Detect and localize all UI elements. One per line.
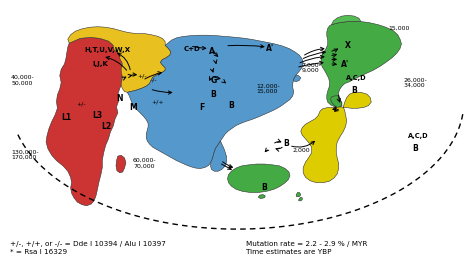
Polygon shape <box>299 197 302 201</box>
Polygon shape <box>321 21 401 108</box>
Polygon shape <box>68 27 171 92</box>
Text: 130,000-
170,000: 130,000- 170,000 <box>11 150 39 160</box>
Polygon shape <box>258 195 265 199</box>
Text: +/-, +/+, or -/- = Dde I 10394 / Alu I 10397
* = Rsa I 16329: +/-, +/+, or -/- = Dde I 10394 / Alu I 1… <box>10 241 166 254</box>
Text: B: B <box>351 86 357 95</box>
Text: -/-: -/- <box>151 78 158 83</box>
Text: N: N <box>117 94 123 103</box>
Text: G: G <box>211 76 217 85</box>
Text: 40,000-
50,000: 40,000- 50,000 <box>11 75 35 86</box>
Text: +/-: +/- <box>76 102 86 107</box>
Text: A,C,D: A,C,D <box>408 133 428 139</box>
Text: B: B <box>210 90 216 99</box>
Polygon shape <box>331 15 361 25</box>
Text: Mutation rate = 2.2 - 2.9 % / MYR
Time estimates are YBP: Mutation rate = 2.2 - 2.9 % / MYR Time e… <box>246 241 368 254</box>
Text: B: B <box>412 144 418 154</box>
Text: B: B <box>228 101 234 110</box>
Polygon shape <box>116 155 126 173</box>
Polygon shape <box>301 92 371 183</box>
Text: A: A <box>209 47 215 56</box>
Text: B: B <box>283 139 289 148</box>
Polygon shape <box>46 37 125 206</box>
Text: M: M <box>129 103 137 112</box>
Text: A,C,D: A,C,D <box>346 75 366 81</box>
Polygon shape <box>128 35 303 168</box>
Text: A': A' <box>341 60 349 69</box>
Text: +/-: +/- <box>138 73 147 78</box>
Text: A': A' <box>266 44 274 53</box>
Text: X: X <box>345 41 351 50</box>
Text: L3: L3 <box>92 111 102 120</box>
Text: 15,000: 15,000 <box>388 26 410 31</box>
Polygon shape <box>228 164 290 193</box>
Text: 2,000: 2,000 <box>293 148 310 153</box>
Polygon shape <box>330 96 342 108</box>
Polygon shape <box>210 141 227 171</box>
Text: B: B <box>262 183 267 193</box>
Text: I,J,K: I,J,K <box>92 61 108 67</box>
Text: 26,000-
34,000: 26,000- 34,000 <box>403 77 427 88</box>
Text: L2: L2 <box>101 121 111 131</box>
Text: 7,000-
9,000: 7,000- 9,000 <box>301 62 321 73</box>
Text: H,T,U,V,W,X: H,T,U,V,W,X <box>85 47 131 53</box>
Text: C+D: C+D <box>184 45 201 52</box>
Text: F: F <box>199 103 204 112</box>
Text: L1: L1 <box>61 113 71 122</box>
Text: 60,000-
70,000: 60,000- 70,000 <box>133 158 156 168</box>
Text: 12,000-
15,000: 12,000- 15,000 <box>256 84 280 94</box>
Polygon shape <box>296 193 301 197</box>
Polygon shape <box>294 75 301 82</box>
Text: +/+: +/+ <box>151 100 164 105</box>
